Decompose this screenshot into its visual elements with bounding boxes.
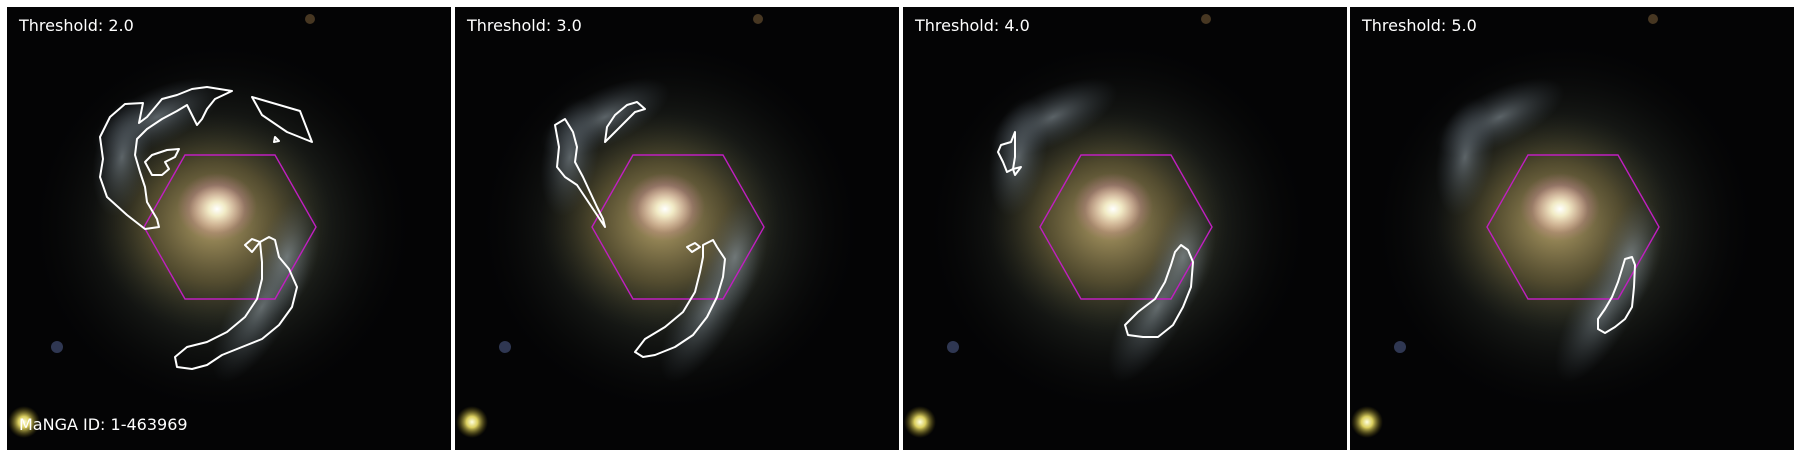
- contours: [1597, 256, 1636, 334]
- contour-region: [686, 242, 701, 253]
- contour-region: [144, 148, 180, 176]
- panel-threshold-4: Threshold: 4.0: [903, 7, 1347, 450]
- contour-region: [273, 136, 280, 143]
- contour-region: [99, 86, 233, 230]
- panel-threshold-2: Threshold: 2.0 MaNGA ID: 1-463969: [7, 7, 451, 450]
- contour-region: [997, 131, 1016, 173]
- threshold-label: Threshold: 3.0: [467, 16, 582, 35]
- contour-region: [251, 96, 313, 143]
- threshold-label: Threshold: 4.0: [915, 16, 1030, 35]
- contour-region: [174, 236, 298, 370]
- threshold-label: Threshold: 5.0: [1362, 16, 1477, 35]
- galaxy-image: [903, 7, 1347, 450]
- contours: [554, 101, 726, 358]
- galaxy-image: [455, 7, 899, 450]
- contour-region: [634, 239, 726, 358]
- contour-region: [554, 118, 606, 228]
- threshold-label: Threshold: 2.0: [19, 16, 134, 35]
- contour-region: [1597, 256, 1636, 334]
- galaxy-id-label: MaNGA ID: 1-463969: [19, 415, 188, 434]
- contour-region: [1012, 166, 1022, 176]
- contour-region: [604, 101, 646, 143]
- panel-threshold-5: Threshold: 5.0: [1350, 7, 1794, 450]
- panel-threshold-3: Threshold: 3.0: [455, 7, 899, 450]
- contours: [997, 131, 1194, 338]
- galaxy-image: [7, 7, 451, 450]
- contour-region: [1124, 244, 1194, 338]
- contour-region: [244, 238, 261, 253]
- galaxy-image: [1350, 7, 1794, 450]
- contours: [99, 86, 313, 370]
